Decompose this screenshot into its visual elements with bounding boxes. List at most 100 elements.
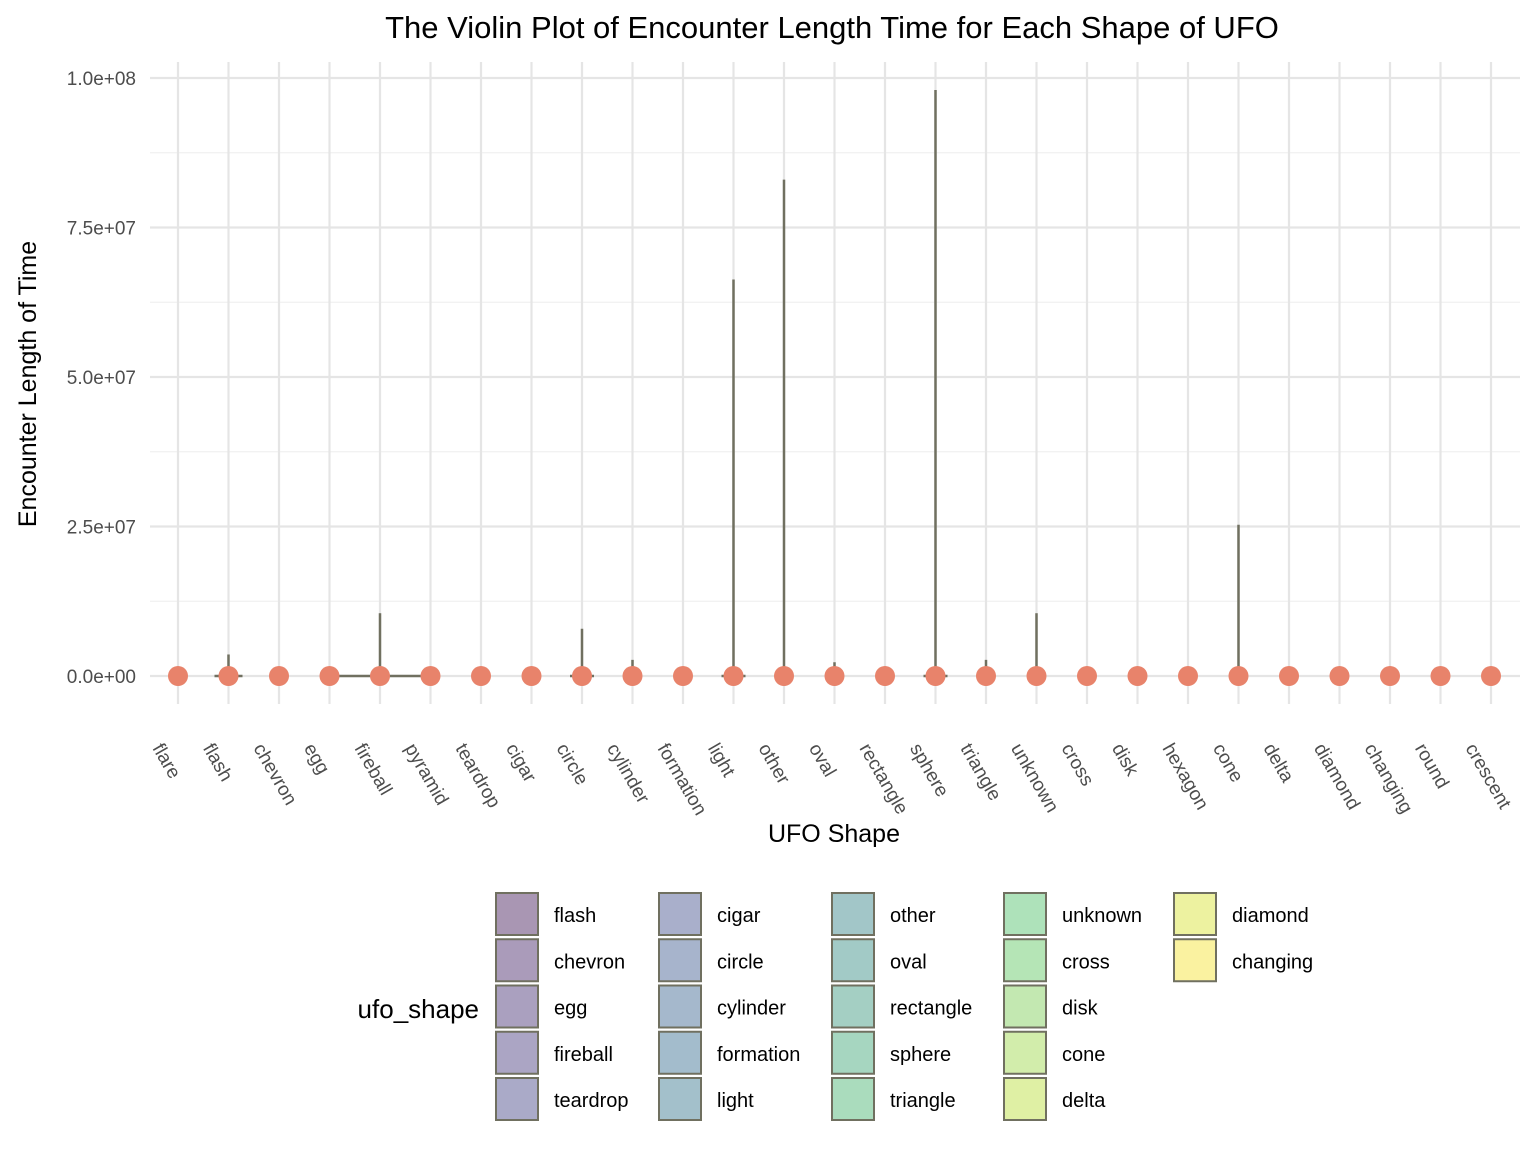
x-tick-label: unknown (1006, 740, 1062, 816)
legend-key-chevron (495, 938, 539, 983)
x-tick-label: fireball (350, 740, 396, 799)
legend-key-circle (658, 938, 702, 983)
point-other (774, 666, 794, 686)
point-cross (1077, 666, 1097, 686)
point-flash (218, 666, 239, 686)
x-tick-label: rectangle (855, 740, 912, 818)
x-tick-label: round (1410, 740, 1452, 793)
legend-key-diamond (1173, 892, 1217, 936)
legend-key-changing (1173, 938, 1217, 983)
legend-label-cross: cross (1062, 951, 1110, 973)
point-disk (1127, 666, 1148, 686)
legend-label-oval: oval (890, 951, 927, 973)
point-delta (1279, 666, 1299, 686)
legend-key-delta (1003, 1077, 1047, 1121)
point-triangle (976, 666, 996, 686)
legend-label-changing: changing (1232, 951, 1313, 973)
point-fireball (370, 666, 390, 686)
y-tick-label: 1.0e+08 (67, 69, 136, 90)
legend-key-egg (495, 984, 539, 1029)
legend-label-triangle: triangle (890, 1090, 956, 1112)
legend-label-light: light (717, 1090, 754, 1112)
legend-key-light (658, 1077, 702, 1121)
grid-lines (150, 62, 1520, 704)
legend-label-circle: circle (717, 951, 764, 973)
legend-key-fireball (495, 1030, 539, 1075)
x-tick-label: formation (653, 740, 711, 819)
legend-label-disk: disk (1062, 998, 1099, 1020)
legend-label-other: other (890, 905, 936, 927)
x-tick-label: crescent (1461, 740, 1515, 813)
y-tick-label: 0.0e+00 (67, 667, 136, 688)
point-circle (572, 666, 592, 686)
legend-key-teardrop (495, 1077, 539, 1121)
legend-label-sphere: sphere (890, 1044, 951, 1066)
x-tick-label: circle (552, 740, 592, 789)
x-tick-label: teardrop (451, 740, 505, 812)
x-tick-label: light (703, 740, 739, 781)
y-tick-label: 7.5e+07 (67, 219, 136, 240)
x-tick-label: changing (1360, 740, 1417, 817)
legend-label-flash: flash (554, 905, 596, 927)
data-points (168, 666, 1501, 686)
legend-key-oval (831, 938, 875, 983)
x-tick-label: cylinder (602, 740, 653, 808)
point-oval (824, 666, 845, 686)
legend-label-delta: delta (1062, 1090, 1106, 1112)
y-tick-label: 2.5e+07 (67, 518, 136, 539)
legend-label-chevron: chevron (554, 951, 625, 973)
y-axis-title: Encounter Length of Time (14, 241, 42, 527)
legend-key-unknown (1003, 892, 1047, 936)
x-tick-label: triangle (956, 740, 1005, 804)
point-round (1430, 666, 1451, 686)
legend-key-formation (658, 1030, 702, 1075)
point-unknown (1026, 666, 1047, 686)
x-tick-label: cone (1208, 740, 1247, 786)
x-axis-title: UFO Shape (768, 820, 900, 848)
legend-label-rectangle: rectangle (890, 998, 972, 1020)
chart-title: The Violin Plot of Encounter Length Time… (385, 10, 1279, 45)
legend-key-cross (1003, 938, 1047, 983)
point-pyramid (420, 666, 441, 686)
point-cigar (521, 666, 542, 686)
x-tick-label: flash (198, 740, 236, 785)
point-flare (168, 666, 188, 686)
legend-key-cylinder (658, 984, 702, 1029)
x-tick-label: hexagon (1158, 740, 1213, 814)
legend-label-cigar: cigar (717, 905, 761, 927)
legend-key-flash (495, 892, 539, 936)
point-chevron (269, 666, 289, 686)
legend-key-disk (1003, 984, 1047, 1029)
point-diamond (1329, 666, 1350, 686)
point-formation (673, 666, 693, 686)
x-tick-label: sphere (905, 740, 952, 801)
legend-label-cylinder: cylinder (717, 998, 786, 1020)
point-rectangle (875, 666, 895, 686)
x-tick-label: other (754, 740, 794, 789)
y-axis-ticks: 0.0e+00 2.5e+07 5.0e+07 7.5e+07 1.0e+08 (67, 69, 136, 688)
legend-key-cigar (658, 892, 702, 936)
legend: ufo_shape flash chevron egg fireball teardro… (358, 892, 1313, 1121)
point-crescent (1481, 666, 1501, 686)
legend-key-cone (1003, 1030, 1047, 1075)
y-tick-label: 5.0e+07 (67, 368, 136, 389)
point-cone (1228, 666, 1249, 686)
x-tick-label: chevron (249, 740, 301, 809)
x-tick-label: cross (1057, 740, 1098, 790)
x-tick-label: cigar (501, 740, 540, 787)
legend-title: ufo_shape (358, 994, 479, 1024)
legend-label-unknown: unknown (1062, 905, 1142, 927)
legend-key-triangle (831, 1077, 875, 1121)
point-light (723, 666, 744, 686)
legend-label-egg: egg (554, 998, 587, 1020)
legend-key-other (831, 892, 875, 936)
legend-label-formation: formation (717, 1044, 800, 1066)
point-sphere (925, 666, 946, 686)
point-changing (1380, 666, 1400, 686)
x-tick-label: egg (299, 740, 333, 778)
point-hexagon (1178, 666, 1198, 686)
legend-label-diamond: diamond (1232, 905, 1309, 927)
legend-label-teardrop: teardrop (554, 1090, 629, 1112)
